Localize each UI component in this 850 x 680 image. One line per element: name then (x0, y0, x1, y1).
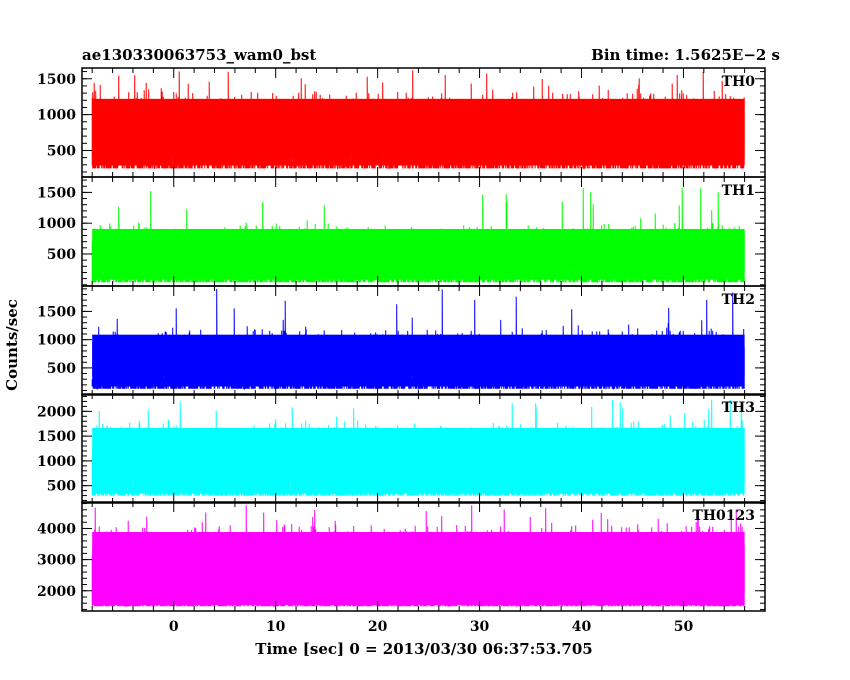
x-tick-label: 30 (470, 619, 490, 635)
series-line-th0 (91, 70, 745, 170)
series-line-th2 (91, 288, 745, 391)
x-tick-label: 40 (572, 619, 592, 635)
panel-th0: 500 1000 1500 TH0 (37, 67, 766, 178)
panel-th3: 500 1000 1500 2000 TH3 (37, 393, 766, 504)
y-tick-label: 1500 (37, 185, 76, 201)
panel-label-th0: TH0 (722, 74, 756, 90)
y-tick-label: 500 (47, 247, 76, 263)
panel-frame (81, 393, 766, 504)
bin-time-title: Bin time: 1.5625E−2 s (591, 46, 780, 64)
x-tick-label: 50 (674, 619, 694, 635)
y-tick-label: 1000 (37, 333, 76, 349)
y-tick-label: 3000 (37, 553, 76, 569)
series-line-th3 (91, 399, 745, 497)
y-tick-label: 1500 (37, 429, 76, 445)
y-tick-label: 500 (47, 479, 76, 495)
panel-frame (81, 285, 766, 396)
y-tick-label: 1000 (37, 108, 76, 124)
panel-th0123: 2000 3000 4000 TH0123 (37, 501, 766, 612)
y-tick-label: 2000 (37, 404, 76, 420)
y-tick-label: 2000 (37, 584, 76, 600)
x-axis-label: Time [sec] 0 = 2013/03/30 06:37:53.705 (255, 640, 592, 658)
y-tick-label: 1000 (37, 216, 76, 232)
y-tick-label: 500 (47, 361, 76, 377)
y-tick-label: 1000 (37, 454, 76, 470)
y-tick-label: 4000 (37, 521, 76, 537)
panel-frame (81, 501, 766, 612)
panel-th2: 500 1000 1500 TH2 (37, 285, 766, 396)
panel-label-th0123: TH0123 (692, 508, 755, 524)
y-tick-label: 500 (47, 143, 76, 159)
y-axis-label: Counts/sec (3, 299, 21, 391)
y-tick-label: 1500 (37, 72, 76, 88)
panel-th1: 500 1000 1500 TH1 (37, 176, 766, 287)
x-tick-label: 20 (368, 619, 388, 635)
x-tick-label: 10 (266, 619, 286, 635)
y-tick-label: 1500 (37, 304, 76, 320)
x-tick-label: 0 (169, 619, 179, 635)
series-line-th1 (91, 188, 745, 284)
panel-label-th3: TH3 (722, 400, 755, 416)
file-title: ae130330063753_wam0_bst (82, 46, 316, 64)
series-line-th0123 (91, 505, 745, 609)
panel-label-th2: TH2 (722, 292, 755, 308)
panel-label-th1: TH1 (722, 183, 755, 199)
